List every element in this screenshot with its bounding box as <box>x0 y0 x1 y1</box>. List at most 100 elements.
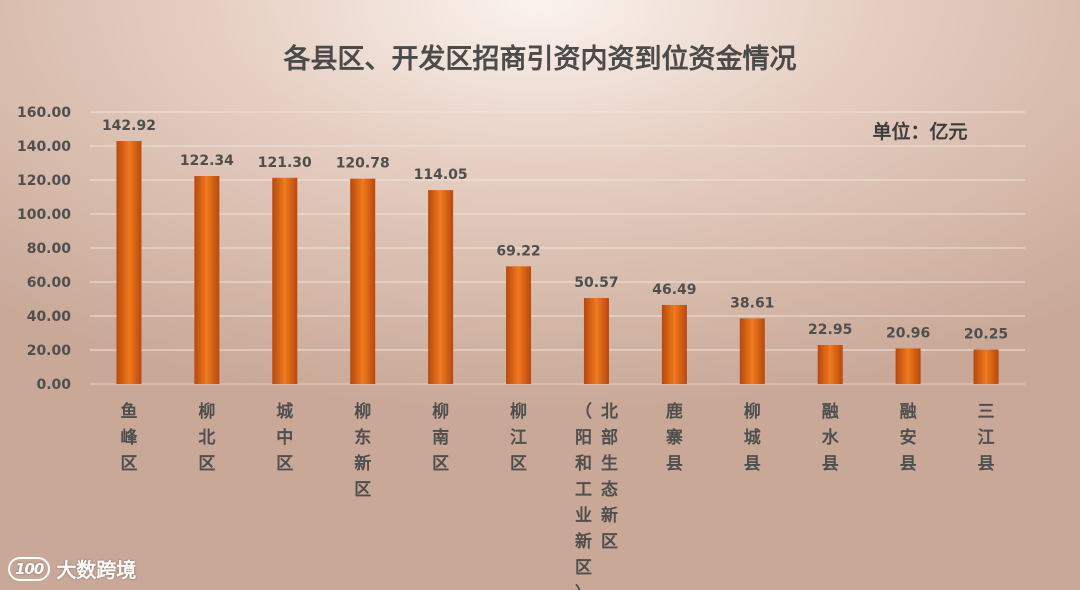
x-category-char: 江 <box>978 428 995 448</box>
data-label: 50.57 <box>574 275 618 291</box>
x-category-char: 寨 <box>665 427 683 448</box>
brand-logo: 100 <box>8 556 51 581</box>
x-category-char: 县 <box>978 454 995 474</box>
x-category-char: 区 <box>575 558 592 578</box>
bar <box>895 348 921 384</box>
x-category-label: 柳南区 <box>432 401 449 474</box>
y-tick-label: 120.00 <box>17 173 71 189</box>
x-category-char: 柳 <box>354 401 371 422</box>
x-category-label: 鹿寨县 <box>665 401 683 474</box>
x-category-label: 柳北区 <box>198 401 215 474</box>
x-axis: 鱼峰区柳北区城中区柳东新区柳南区柳江区（阳和工业新区）北部生态新区鹿寨县柳城县融… <box>120 401 994 590</box>
bar <box>428 190 454 384</box>
x-category-char: 县 <box>666 454 683 474</box>
x-category-char: 水 <box>822 427 840 448</box>
x-category-label: 城中区 <box>276 402 293 474</box>
x-category-char: 柳 <box>744 401 761 422</box>
x-category-char: 态 <box>601 479 618 500</box>
x-category-char: 柳 <box>432 401 449 422</box>
x-category-char: 业 <box>575 506 592 526</box>
x-category-char: （ <box>575 401 592 422</box>
y-tick-label: 160.00 <box>17 105 71 121</box>
bar <box>739 318 765 384</box>
y-tick-label: 140.00 <box>17 139 71 155</box>
x-category-char: 北 <box>601 402 618 422</box>
x-category-label: 鱼峰区 <box>120 401 138 474</box>
data-label: 20.96 <box>886 325 930 341</box>
x-category-label: 融安县 <box>900 402 917 474</box>
data-label: 120.78 <box>336 156 390 172</box>
x-category-char: 新 <box>575 531 592 552</box>
y-tick-label: 20.00 <box>27 343 72 359</box>
x-category-char: 县 <box>900 454 917 474</box>
x-category-char: 安 <box>900 427 917 448</box>
x-category-label: 柳城县 <box>744 401 761 474</box>
x-category-char: 生 <box>601 453 618 474</box>
brand-name: 大数跨境 <box>56 558 137 582</box>
bar <box>583 298 609 384</box>
x-category-char: 区 <box>510 454 527 474</box>
bar <box>350 178 376 384</box>
x-category-label: 融水县 <box>822 402 840 474</box>
x-category-char: 城 <box>276 402 293 422</box>
x-category-char: 区 <box>601 532 618 552</box>
bar <box>272 177 298 384</box>
x-category-char: 鹿 <box>666 401 683 422</box>
bar <box>661 304 687 384</box>
x-category-char: 新 <box>354 453 371 474</box>
bar <box>506 266 532 384</box>
x-category-char: 区 <box>276 454 293 474</box>
chart-title: 各县区、开发区招商引资内资到位资金情况 <box>283 43 797 75</box>
x-category-label: 柳江区 <box>510 401 527 474</box>
data-label: 122.34 <box>180 153 234 169</box>
gridlines <box>90 111 1025 385</box>
x-category-char: 融 <box>822 402 839 422</box>
unit-label: 单位：亿元 <box>872 120 967 143</box>
y-axis: 0.00 20.00 40.00 60.00 80.00 100.00 120.00 140.… <box>17 105 71 393</box>
x-category-char: 三 <box>978 402 995 422</box>
x-category-char: 部 <box>601 427 618 448</box>
data-label: 38.61 <box>730 295 774 311</box>
x-category-char: 新 <box>601 505 618 526</box>
data-label: 46.49 <box>652 282 696 298</box>
y-tick-label: 80.00 <box>27 241 72 257</box>
watermark: 100 大数跨境 <box>8 554 136 583</box>
x-category-char: 北 <box>198 428 215 448</box>
x-category-char: 县 <box>822 454 839 474</box>
x-category-char: 阳 <box>575 428 592 448</box>
x-category-char: 县 <box>744 454 761 474</box>
x-category-char: 中 <box>276 427 293 448</box>
y-tick-label: 0.00 <box>36 377 71 393</box>
x-category-char: 柳 <box>198 401 215 422</box>
x-category-label: 三江县 <box>978 402 995 474</box>
x-category-char: ） <box>575 583 592 590</box>
bars <box>116 141 999 384</box>
x-category-char: 区 <box>432 454 449 474</box>
x-category-char: 区 <box>198 454 215 474</box>
bar <box>194 176 220 384</box>
data-labels: 142.92 122.34 121.30 120.78 114.05 69.22 50.57… <box>102 118 1008 343</box>
x-category-char: 城 <box>744 428 761 448</box>
x-category-char: 区 <box>354 480 371 500</box>
x-category-char: 融 <box>900 402 917 422</box>
y-tick-label: 60.00 <box>27 275 72 291</box>
x-category-char: 峰 <box>120 427 138 448</box>
x-category-char: 区 <box>120 454 137 474</box>
x-category-char: 工 <box>575 480 592 500</box>
x-category-char: 和 <box>575 454 592 474</box>
data-label: 69.22 <box>496 243 540 259</box>
x-category-char: 柳 <box>510 401 527 422</box>
bar <box>973 349 999 384</box>
bar <box>817 344 843 384</box>
x-category-char: 鱼 <box>120 401 137 422</box>
data-label: 20.25 <box>964 327 1008 343</box>
data-label: 121.30 <box>258 155 312 171</box>
x-category-char: 东 <box>354 427 371 448</box>
data-label: 22.95 <box>808 322 852 338</box>
x-category-char: 江 <box>510 428 527 448</box>
bar <box>116 141 142 384</box>
